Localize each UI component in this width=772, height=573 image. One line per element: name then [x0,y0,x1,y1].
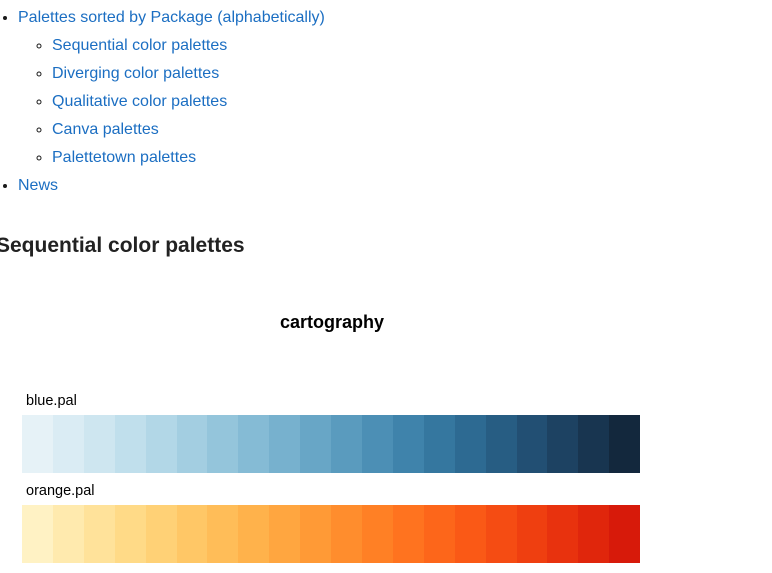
swatch [207,415,238,473]
swatch [177,415,208,473]
toc-subitem-palettetown: Palettetown palettes [52,144,772,172]
swatch [238,505,269,563]
swatch [238,415,269,473]
link-sequential[interactable]: Sequential color palettes [52,37,227,54]
swatch [609,505,640,563]
swatch [424,505,455,563]
palettes-container: blue.pal orange.pal [22,393,642,563]
section-heading: Sequential color palettes [0,234,772,258]
swatch [269,415,300,473]
link-news[interactable]: News [18,177,58,194]
swatch [53,415,84,473]
link-diverging[interactable]: Diverging color palettes [52,65,219,82]
swatch [177,505,208,563]
swatch [362,415,393,473]
swatch [455,505,486,563]
toc-list: Palettes sorted by Package (alphabetical… [0,4,772,200]
toc-subitem-diverging: Diverging color palettes [52,60,772,88]
swatch [424,415,455,473]
toc-sublist: Sequential color palettes Diverging colo… [18,32,772,172]
palette-chart: cartography blue.pal orange.pal [22,312,642,563]
swatch [609,415,640,473]
swatch [578,415,609,473]
swatch [547,415,578,473]
swatch [53,505,84,563]
toc-item-palettes-by-package: Palettes sorted by Package (alphabetical… [18,4,772,172]
swatch [84,415,115,473]
swatch [84,505,115,563]
toc-item-news: News [18,172,772,200]
swatch [146,505,177,563]
palette: blue.pal [22,393,642,473]
swatch [362,505,393,563]
swatch-row [22,505,640,563]
palette: orange.pal [22,483,642,563]
link-qualitative[interactable]: Qualitative color palettes [52,93,227,110]
swatch [393,415,424,473]
swatch [207,505,238,563]
swatch [393,505,424,563]
swatch [300,505,331,563]
swatch [115,505,146,563]
link-palettes-by-package[interactable]: Palettes sorted by Package (alphabetical… [18,9,325,26]
toc-subitem-canva: Canva palettes [52,116,772,144]
swatch [578,505,609,563]
toc-subitem-qualitative: Qualitative color palettes [52,88,772,116]
swatch [22,505,53,563]
link-palettetown[interactable]: Palettetown palettes [52,149,196,166]
swatch [331,415,362,473]
swatch [115,415,146,473]
palette-label: blue.pal [26,393,642,409]
swatch [455,415,486,473]
swatch [547,505,578,563]
link-canva[interactable]: Canva palettes [52,121,159,138]
swatch [300,415,331,473]
swatch [146,415,177,473]
swatch [486,415,517,473]
chart-title: cartography [22,312,642,333]
swatch [486,505,517,563]
swatch-row [22,415,640,473]
swatch [331,505,362,563]
swatch [517,505,548,563]
swatch [22,415,53,473]
swatch [269,505,300,563]
palette-label: orange.pal [26,483,642,499]
swatch [517,415,548,473]
toc-subitem-sequential: Sequential color palettes [52,32,772,60]
